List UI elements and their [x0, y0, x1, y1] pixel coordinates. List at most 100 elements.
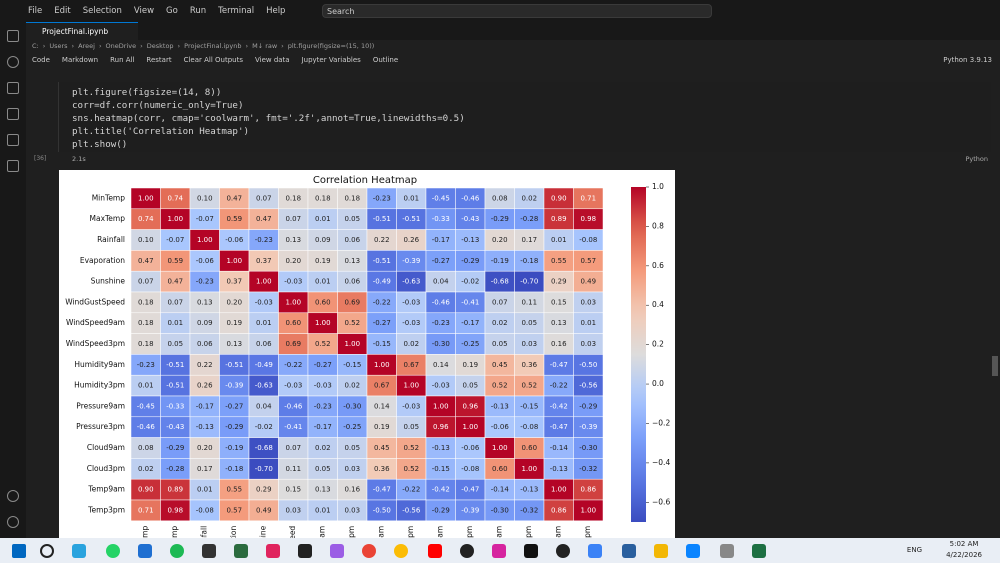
cell-label: 0.01: [256, 319, 272, 327]
cell-label: -0.08: [579, 236, 597, 244]
app-icon[interactable]: [202, 544, 216, 558]
cell-label: -0.39: [579, 423, 597, 431]
cell-label: -0.02: [461, 278, 479, 286]
breadcrumb-item[interactable]: Users: [49, 42, 68, 50]
menu-item[interactable]: Help: [266, 6, 286, 16]
menu-item[interactable]: Edit: [54, 6, 71, 16]
app-icon[interactable]: [460, 544, 474, 558]
app-icon[interactable]: [298, 544, 312, 558]
cell-label: 1.00: [462, 423, 478, 431]
toolbar-button[interactable]: Run All: [110, 56, 135, 64]
menu-item[interactable]: Run: [189, 6, 207, 16]
account-icon[interactable]: [7, 490, 19, 502]
kernel-picker[interactable]: Python 3.9.13: [943, 56, 992, 64]
start-button[interactable]: [12, 544, 26, 558]
toolbar-button[interactable]: Restart: [146, 56, 172, 64]
explorer-icon[interactable]: [7, 30, 19, 42]
cell-language[interactable]: Python: [965, 155, 988, 163]
cell-label: 0.11: [521, 298, 537, 306]
settings-icon[interactable]: [7, 516, 19, 528]
toolbar-button[interactable]: Code: [32, 56, 50, 64]
breadcrumb-item[interactable]: M↓ raw: [252, 42, 278, 50]
toolbar-button[interactable]: Clear All Outputs: [183, 56, 243, 64]
cell-label: -0.03: [402, 402, 420, 410]
cell-label: 0.52: [315, 340, 331, 348]
breadcrumb-item[interactable]: plt.figure(figsize=(15, 10)): [287, 42, 375, 50]
cell-label: -0.18: [520, 257, 538, 265]
app-icon[interactable]: [654, 544, 668, 558]
breadcrumb-item[interactable]: OneDrive: [105, 42, 137, 50]
code-cell[interactable]: [58, 82, 991, 152]
clock[interactable]: 5:02 AM 4/22/2026: [946, 539, 982, 561]
app-icon[interactable]: [170, 544, 184, 558]
toolbar-button[interactable]: Outline: [372, 56, 399, 64]
app-icon[interactable]: [686, 544, 700, 558]
app-icon[interactable]: [492, 544, 506, 558]
app-icon[interactable]: [428, 544, 442, 558]
breadcrumb-item[interactable]: C:: [32, 42, 39, 50]
testing-icon[interactable]: [7, 160, 19, 172]
search-box[interactable]: Search: [322, 4, 712, 18]
toolbar-button[interactable]: Markdown: [61, 56, 99, 64]
app-icon[interactable]: [720, 544, 734, 558]
app-icon[interactable]: [138, 544, 152, 558]
menu-item[interactable]: View: [133, 6, 155, 16]
cell-label: 0.01: [197, 486, 213, 494]
cell-label: 0.04: [433, 278, 449, 286]
app-icon[interactable]: [106, 544, 120, 558]
app-icon[interactable]: [556, 544, 570, 558]
app-icon[interactable]: [394, 544, 408, 558]
extensions-icon[interactable]: [7, 134, 19, 146]
editor-tab[interactable]: ProjectFinal.ipynb: [26, 22, 138, 40]
app-icon[interactable]: [524, 544, 538, 558]
app-icon[interactable]: [266, 544, 280, 558]
run-icon[interactable]: [7, 108, 19, 120]
app-icon[interactable]: [234, 544, 248, 558]
cell-label: 0.67: [403, 361, 419, 369]
cell-label: 0.05: [521, 319, 537, 327]
app-icon[interactable]: [622, 544, 636, 558]
cell-label: 0.06: [256, 340, 272, 348]
cell-label: 0.37: [256, 257, 272, 265]
separator: ›: [71, 42, 75, 50]
cell-label: -0.17: [432, 236, 450, 244]
cell-label: 0.57: [226, 506, 242, 514]
input-language[interactable]: ENG: [906, 546, 922, 554]
cell-label: 0.19: [315, 257, 331, 265]
menu-item[interactable]: Terminal: [218, 6, 255, 16]
cell-label: 0.18: [285, 194, 301, 202]
search-button[interactable]: [40, 544, 54, 558]
app-icon[interactable]: [330, 544, 344, 558]
cell-label: 0.20: [226, 298, 242, 306]
toolbar-button[interactable]: View data: [254, 56, 290, 64]
cell-label: -0.14: [550, 444, 569, 452]
cell-label: -0.47: [550, 423, 568, 431]
app-icon[interactable]: [588, 544, 602, 558]
cell-label: 0.74: [138, 215, 154, 223]
menu-item[interactable]: Selection: [82, 6, 122, 16]
search-icon[interactable]: [7, 56, 19, 68]
app-icon[interactable]: [362, 544, 376, 558]
cell-label: -0.17: [461, 319, 479, 327]
colorbar-tick-label: −0.6: [652, 497, 670, 506]
cell-label: 0.47: [226, 194, 242, 202]
menu-item[interactable]: Go: [166, 6, 178, 16]
source-control-icon[interactable]: [7, 82, 19, 94]
toolbar-button[interactable]: Jupyter Variables: [301, 56, 361, 64]
cell-label: -0.29: [432, 506, 450, 514]
scrollbar-thumb[interactable]: [992, 356, 998, 376]
app-icon[interactable]: [72, 544, 86, 558]
breadcrumb-item[interactable]: Desktop: [146, 42, 174, 50]
breadcrumb-item[interactable]: ProjectFinal.ipynb: [184, 42, 242, 50]
cell-label: 0.14: [374, 402, 390, 410]
cell-label: -0.43: [461, 215, 479, 223]
cell-label: 0.55: [226, 486, 242, 494]
breadcrumb-item[interactable]: Areej: [78, 42, 95, 50]
menu-item[interactable]: File: [28, 6, 43, 16]
cell-label: 0.45: [492, 361, 508, 369]
cell-label: -0.15: [432, 465, 450, 473]
cell-label: -0.22: [402, 486, 420, 494]
app-icon[interactable]: [752, 544, 766, 558]
cell-label: 0.20: [492, 236, 508, 244]
